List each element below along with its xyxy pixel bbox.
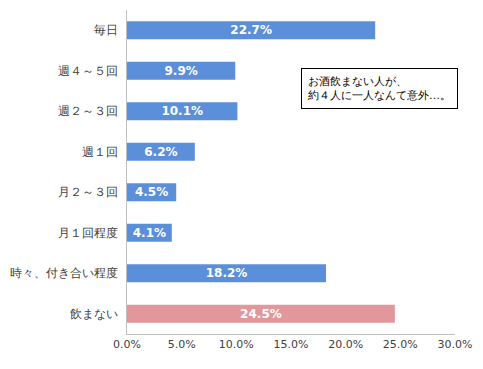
svg-text:4.5%: 4.5% bbox=[135, 185, 168, 199]
svg-text:15.0%: 15.0% bbox=[274, 338, 309, 351]
svg-text:週４～５回: 週４～５回 bbox=[58, 64, 118, 78]
svg-text:時々、付き合い程度: 時々、付き合い程度 bbox=[10, 266, 118, 280]
svg-text:週１回: 週１回 bbox=[82, 145, 118, 159]
svg-text:月１回程度: 月１回程度 bbox=[58, 226, 118, 240]
svg-text:9.9%: 9.9% bbox=[164, 64, 197, 78]
svg-text:5.0%: 5.0% bbox=[168, 338, 196, 351]
svg-text:お酒飲まない人が、約４人に一人なんて意外…。: お酒飲まない人が、約４人に一人なんて意外…。 bbox=[308, 75, 451, 102]
svg-text:飲まない: 飲まない bbox=[70, 307, 118, 321]
svg-text:0.0%: 0.0% bbox=[113, 338, 141, 351]
svg-text:10.1%: 10.1% bbox=[161, 104, 203, 118]
svg-text:25.0%: 25.0% bbox=[383, 338, 418, 351]
svg-text:24.5%: 24.5% bbox=[240, 307, 282, 321]
svg-text:30.0%: 30.0% bbox=[438, 338, 473, 351]
svg-text:6.2%: 6.2% bbox=[144, 145, 177, 159]
svg-text:月２～３回: 月２～３回 bbox=[58, 185, 118, 199]
svg-text:20.0%: 20.0% bbox=[328, 338, 363, 351]
svg-text:18.2%: 18.2% bbox=[206, 266, 248, 280]
svg-text:4.1%: 4.1% bbox=[133, 226, 166, 240]
svg-text:毎日: 毎日 bbox=[94, 23, 118, 37]
svg-text:22.7%: 22.7% bbox=[230, 23, 272, 37]
svg-text:週２～３回: 週２～３回 bbox=[58, 104, 118, 118]
svg-text:10.0%: 10.0% bbox=[219, 338, 254, 351]
